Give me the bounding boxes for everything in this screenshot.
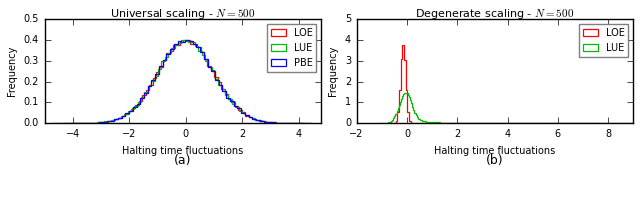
X-axis label: Halting time fluctuations: Halting time fluctuations bbox=[122, 146, 243, 156]
X-axis label: Halting time fluctuations: Halting time fluctuations bbox=[435, 146, 556, 156]
Legend: LOE, LUE: LOE, LUE bbox=[579, 24, 628, 57]
Y-axis label: Frequency: Frequency bbox=[328, 46, 338, 96]
Title: Degenerate scaling - $N = 500$: Degenerate scaling - $N = 500$ bbox=[415, 7, 575, 21]
Y-axis label: Frequency: Frequency bbox=[6, 46, 17, 96]
Text: (b): (b) bbox=[486, 154, 504, 167]
Text: (a): (a) bbox=[174, 154, 191, 167]
Title: Universal scaling - $N = 500$: Universal scaling - $N = 500$ bbox=[110, 7, 255, 21]
Legend: LOE, LUE, PBE: LOE, LUE, PBE bbox=[268, 24, 316, 72]
